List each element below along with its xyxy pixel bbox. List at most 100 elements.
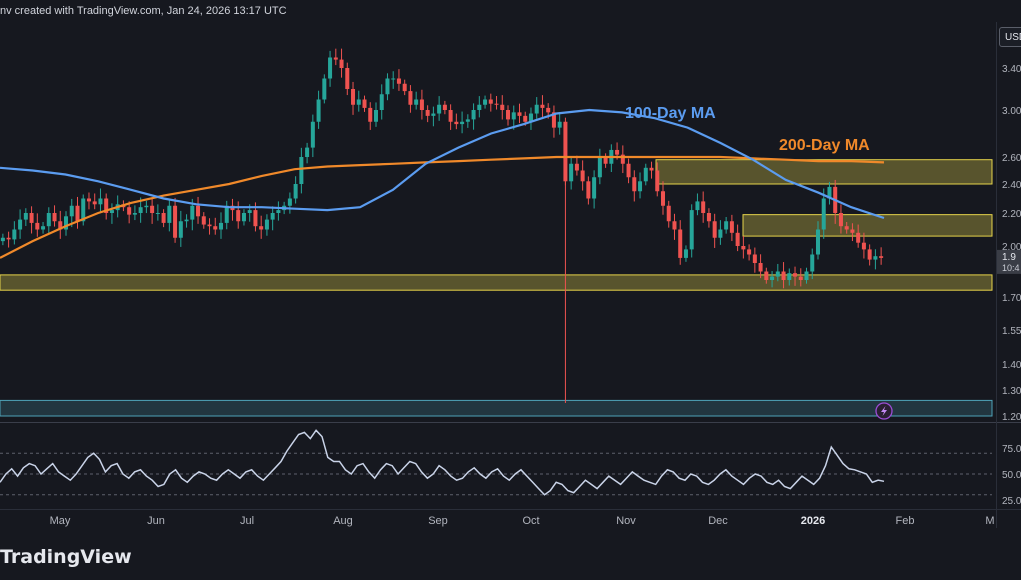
candle-body [465, 119, 470, 122]
candle-body [333, 57, 338, 60]
candle-body [425, 110, 430, 116]
rsi-indicator [0, 429, 885, 496]
candle-body [58, 221, 63, 230]
rsi-line [0, 429, 885, 496]
candle-body [322, 78, 327, 100]
price-tick-label: 3.40 [1002, 64, 1021, 75]
candle-body [173, 205, 178, 238]
alert-icon[interactable] [875, 402, 893, 420]
ma200-label: 200-Day MA [779, 137, 870, 154]
candle-body [660, 191, 666, 206]
candle-body [615, 149, 620, 155]
candle-body [408, 91, 413, 105]
candle-body [775, 271, 780, 277]
candle-body [603, 157, 608, 164]
candle-body [196, 205, 201, 217]
time-tick-label: Sep [428, 515, 448, 527]
candle-body [190, 205, 195, 220]
candle-body [844, 226, 849, 230]
currency-badge[interactable]: USD [999, 27, 1021, 47]
tradingview-brand: TradingView [0, 544, 132, 570]
candle-body [546, 107, 551, 113]
candle-body [299, 157, 304, 184]
candle-body [672, 221, 677, 230]
candle-body [52, 213, 57, 222]
candle-body [155, 213, 160, 214]
zone-1 [655, 159, 993, 185]
candle-body [270, 213, 275, 220]
candle-body [0, 237, 5, 242]
candle-body [695, 201, 700, 211]
candle-body [867, 249, 872, 260]
candle-body [787, 273, 792, 280]
candle-body [879, 256, 884, 258]
candle-body [810, 254, 815, 272]
candle-body [683, 249, 688, 258]
candle-body [724, 221, 729, 230]
candle-body [448, 110, 453, 122]
current-price-label: 1.9 [1002, 252, 1016, 263]
price-tick-label: 2.20 [1002, 209, 1021, 220]
candle-body [483, 99, 488, 105]
candle-body [454, 121, 459, 125]
moving-averages [0, 108, 885, 259]
candle-body [873, 256, 878, 260]
candle-body [18, 219, 23, 230]
candle-body [362, 99, 367, 108]
candle-body [351, 89, 356, 105]
candle-body [23, 213, 28, 220]
candle-body [506, 110, 511, 120]
candle-body [649, 167, 654, 171]
ma200-line [0, 155, 885, 259]
axes: 3.40 3.00 2.60 2.40 2.20 2.00 1.70 1.55 1.40 1.30… [50, 64, 1021, 527]
price-tick-label: 1.20 [1002, 412, 1021, 423]
candle-body [815, 229, 820, 255]
candle-body [41, 226, 46, 230]
candle-body [793, 273, 798, 277]
candle-body [861, 242, 866, 250]
chart-attribution: nv created with TradingView.com, Jan 24,… [0, 5, 287, 17]
candle-body [523, 115, 528, 122]
candle-body [747, 249, 752, 255]
candle-body [287, 198, 292, 206]
candle-body [253, 210, 258, 227]
candle-body [236, 210, 241, 222]
candle-body [293, 184, 298, 199]
zone-4 [0, 399, 993, 417]
candle-body [345, 68, 350, 89]
candle-body [712, 221, 717, 238]
candle-body [626, 163, 631, 178]
time-tick-label: Jul [240, 515, 254, 527]
time-tick-label: Aug [333, 515, 353, 527]
candle-body [706, 213, 711, 222]
candle-body [741, 246, 746, 250]
candle-body [396, 78, 401, 84]
rsi-tick-label: 50.0 [1002, 470, 1021, 481]
candle-body [729, 221, 734, 233]
countdown-label: 10:4 [1002, 263, 1020, 273]
candle-body [580, 170, 585, 182]
candle-body [276, 210, 281, 213]
candle-body [557, 121, 562, 128]
candle-body [752, 254, 757, 263]
candle-body [586, 181, 591, 199]
time-tick-label: 2026 [801, 515, 825, 527]
time-tick-label: Dec [708, 515, 728, 527]
candle-body [138, 207, 143, 213]
candle-body [431, 113, 436, 116]
candle-body [224, 205, 229, 223]
candle-body [127, 207, 132, 215]
candle-body [850, 229, 855, 233]
candle-body [597, 157, 602, 178]
candle-body [241, 213, 246, 222]
candle-body [92, 201, 97, 205]
rsi-tick-label: 25.0 [1002, 496, 1021, 507]
annotations: 100-Day MA 200-Day MA [625, 105, 870, 154]
candle-body [528, 113, 533, 122]
candle-body [701, 201, 706, 213]
rsi-guide-lines [0, 452, 992, 496]
candle-body [551, 112, 556, 128]
candle-body [804, 271, 809, 280]
candle-body [316, 99, 321, 122]
